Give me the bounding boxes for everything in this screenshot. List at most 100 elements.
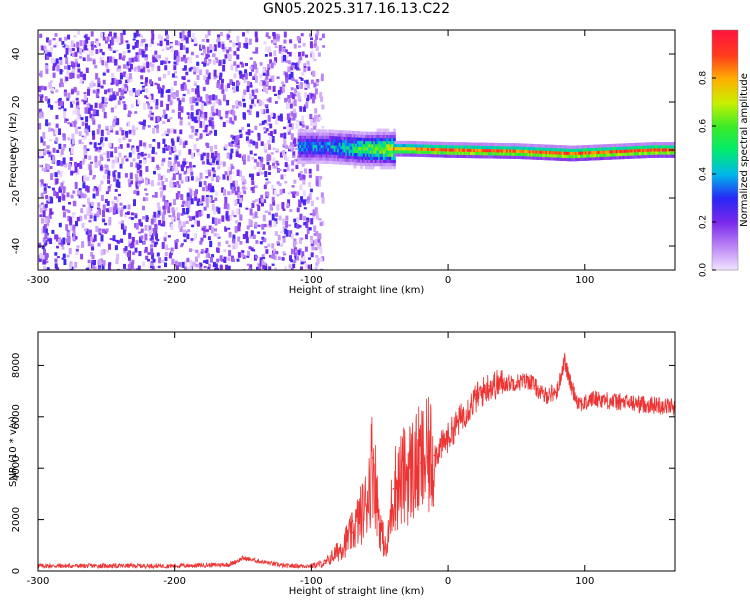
heatmap-cell xyxy=(298,98,302,102)
heatmap-cell xyxy=(102,260,106,266)
heatmap-cell xyxy=(392,128,396,132)
colorbar-segment xyxy=(712,140,738,143)
heatmap-cell xyxy=(327,151,331,155)
heatmap-cell xyxy=(358,131,362,135)
heatmap-cell xyxy=(74,51,78,57)
colorbar-segment xyxy=(712,84,738,87)
heatmap-cell xyxy=(55,191,59,199)
heatmap-cell xyxy=(159,175,163,181)
heatmap-cell xyxy=(653,151,657,155)
heatmap-cell xyxy=(363,144,367,148)
heatmap-cell xyxy=(327,160,331,164)
heatmap-cell xyxy=(391,134,395,139)
heatmap-cell xyxy=(332,154,336,158)
heatmap-cell xyxy=(191,152,194,159)
heatmap-cell xyxy=(77,109,80,116)
heatmap-cell xyxy=(345,149,349,153)
heatmap-cell xyxy=(124,84,128,88)
heatmap-cell xyxy=(61,41,65,45)
heatmap-cell xyxy=(162,73,166,79)
heatmap-cell xyxy=(319,132,322,136)
heatmap-cell xyxy=(195,176,199,182)
heatmap-cell xyxy=(535,144,539,148)
heatmap-cell xyxy=(321,126,325,129)
heatmap-cell xyxy=(378,131,382,135)
heatmap-cell xyxy=(324,138,327,142)
colorbar-segment xyxy=(712,244,738,247)
heatmap-cell xyxy=(665,142,669,146)
heatmap-cell xyxy=(77,163,80,167)
heatmap-cell xyxy=(300,261,304,265)
heatmap-cell xyxy=(273,129,277,134)
heatmap-cell xyxy=(338,155,342,159)
heatmap-cell xyxy=(476,142,480,146)
heatmap-cell xyxy=(228,110,232,114)
heatmap-cell xyxy=(196,61,200,66)
heatmap-cell xyxy=(368,147,372,151)
heatmap-cell xyxy=(199,121,203,128)
heatmap-cell xyxy=(156,116,160,122)
heatmap-cell xyxy=(123,225,127,232)
heatmap-cell xyxy=(305,129,309,133)
heatmap-cell xyxy=(624,143,628,147)
heatmap-cell xyxy=(448,148,452,152)
heatmap-cell xyxy=(320,148,324,152)
heatmap-cell xyxy=(396,153,400,157)
heatmap-cell xyxy=(205,232,209,236)
heatmap-cell xyxy=(77,63,80,68)
heatmap-cell xyxy=(299,132,303,136)
heatmap-cell xyxy=(185,71,189,76)
heatmap-cell xyxy=(360,159,364,163)
heatmap-cell xyxy=(290,268,294,270)
colorbar-segment xyxy=(712,232,738,235)
heatmap-cell xyxy=(60,100,64,106)
heatmap-cell xyxy=(313,93,317,100)
heatmap-cell xyxy=(307,145,311,149)
heatmap-cell xyxy=(65,76,69,82)
heatmap-cell xyxy=(407,140,411,145)
heatmap-cell xyxy=(128,264,132,270)
heatmap-cell xyxy=(299,160,303,164)
heatmap-cell xyxy=(104,137,108,142)
heatmap-cell xyxy=(576,157,580,162)
heatmap-cell xyxy=(215,157,219,161)
heatmap-cell xyxy=(61,180,65,184)
heatmap-cell xyxy=(624,146,628,150)
heatmap-cell xyxy=(203,232,207,236)
heatmap-cell xyxy=(566,158,570,162)
heatmap-cell xyxy=(512,155,516,159)
heatmap-cell xyxy=(456,148,460,152)
heatmap-cell xyxy=(335,142,339,146)
heatmap-cell xyxy=(491,149,495,153)
heatmap-cell xyxy=(634,152,637,156)
heatmap-cell xyxy=(345,130,349,134)
heatmap-cell xyxy=(249,93,253,100)
heatmap-cell xyxy=(129,64,133,70)
heatmap-cell xyxy=(222,174,226,180)
heatmap-cell xyxy=(474,142,478,146)
heatmap-cell xyxy=(558,157,562,161)
heatmap-cell xyxy=(247,81,251,87)
colorbar-segment xyxy=(712,96,738,99)
heatmap-cell xyxy=(79,76,83,84)
heatmap-cell xyxy=(428,141,432,145)
heatmap-cell xyxy=(114,59,118,66)
heatmap-cell xyxy=(112,207,116,214)
heatmap-cell xyxy=(607,150,611,154)
heatmap-cell xyxy=(579,154,583,158)
heatmap-cell xyxy=(293,99,297,107)
heatmap-cell xyxy=(368,138,372,142)
heatmap-cell xyxy=(46,217,50,223)
heatmap-cell xyxy=(337,158,341,162)
heatmap-cell xyxy=(121,85,125,90)
heatmap-cell xyxy=(58,97,62,101)
heatmap-cell xyxy=(448,145,452,149)
heatmap-cell xyxy=(77,30,80,35)
heatmap-cell xyxy=(137,99,141,105)
heatmap-cell xyxy=(550,144,554,148)
heatmap-cell xyxy=(79,55,83,59)
heatmap-cell xyxy=(193,116,197,123)
heatmap-cell xyxy=(82,75,86,81)
heatmap-cell xyxy=(507,155,511,159)
heatmap-cell xyxy=(202,112,206,115)
